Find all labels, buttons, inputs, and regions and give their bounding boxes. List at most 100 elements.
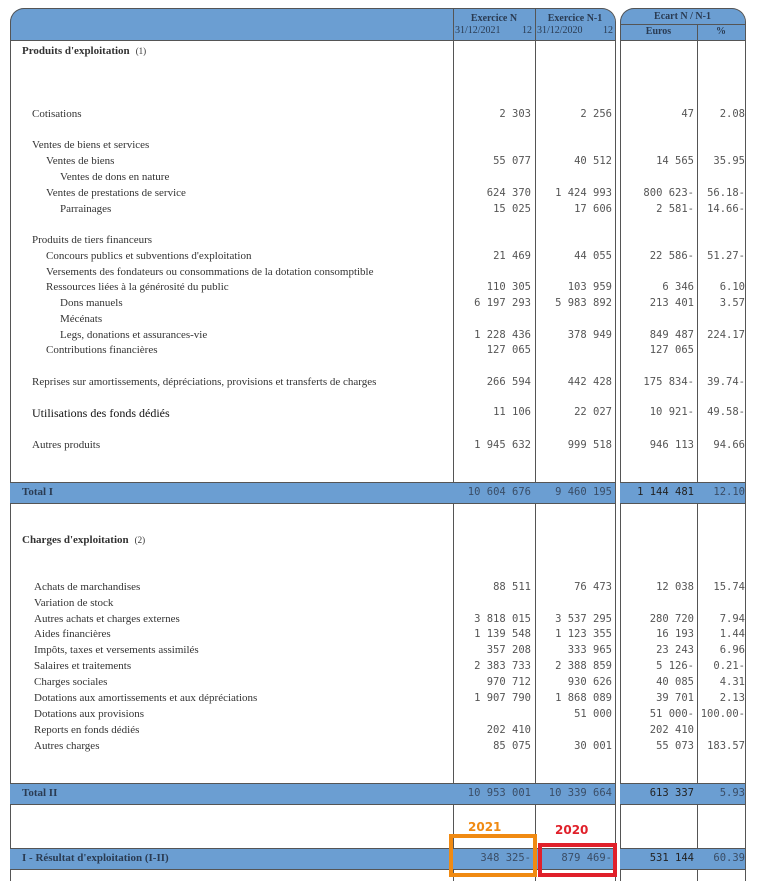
row-label: Ventes de prestations de service <box>46 187 186 199</box>
resultat-band-right <box>620 848 745 870</box>
resultat-exercice-n: 348 325- <box>480 852 531 864</box>
value-ecart-euros: 16 193 <box>656 628 694 640</box>
value-ecart-pct: 94.66 <box>713 439 745 451</box>
row-label: Reports en fonds dédiés <box>34 724 140 736</box>
total-2-ecart-euros: 613 337 <box>649 787 694 799</box>
resultat-band-left <box>10 848 615 870</box>
value-exercice-n1: 1 424 993 <box>555 187 612 199</box>
total-2-ecart-pct: 5.93 <box>719 787 745 799</box>
row-label: Contributions financières <box>46 344 158 356</box>
resultat-label: I - Résultat d'exploitation (I-II) <box>22 852 169 864</box>
value-ecart-pct: 51.27- <box>707 250 745 262</box>
value-ecart-euros: 47 <box>681 108 694 120</box>
section-note: (2) <box>134 535 146 545</box>
value-ecart-euros: 946 113 <box>649 439 694 451</box>
value-ecart-euros: 2 581- <box>656 203 694 215</box>
header-exercice-n-date: 31/12/2021 <box>455 25 501 36</box>
row-label: Autres achats et charges externes <box>34 613 180 625</box>
row-label: Impôts, taxes et versements assimilés <box>34 644 199 656</box>
column-divider <box>535 9 536 881</box>
value-exercice-n1: 44 055 <box>574 250 612 262</box>
total-2-exercice-n1: 10 339 664 <box>548 787 612 799</box>
value-ecart-euros: 6 346 <box>662 281 694 293</box>
total-2-band-right <box>620 783 745 805</box>
header-pct: % <box>716 26 726 37</box>
header-exercice-n1-date: 31/12/2020 <box>537 25 583 36</box>
value-exercice-n1: 333 965 <box>567 644 612 656</box>
header-exercice-n-months: 12 <box>522 25 532 36</box>
total-2-label: Total II <box>22 787 58 799</box>
value-ecart-pct: 35.95 <box>713 155 745 167</box>
value-exercice-n: 1 228 436 <box>474 329 531 341</box>
row-label: Ressources liées à la générosité du publ… <box>46 281 229 293</box>
row-label: Aides financières <box>34 628 111 640</box>
value-ecart-pct: 6.96 <box>719 644 745 656</box>
value-ecart-pct: 100.00- <box>700 708 745 720</box>
value-exercice-n: 266 594 <box>486 376 531 388</box>
value-exercice-n1: 5 983 892 <box>555 297 612 309</box>
annotation-2021: 2021 <box>468 820 502 834</box>
total-1-exercice-n: 10 604 676 <box>467 486 531 498</box>
value-ecart-pct: 0.21- <box>713 660 745 672</box>
value-exercice-n: 3 818 015 <box>474 613 531 625</box>
value-exercice-n1: 103 959 <box>567 281 612 293</box>
value-exercice-n: 21 469 <box>493 250 531 262</box>
value-ecart-pct: 183.57 <box>707 740 745 752</box>
value-ecart-euros: 127 065 <box>649 344 694 356</box>
value-ecart-euros: 202 410 <box>649 724 694 736</box>
row-label: Versements des fondateurs ou consommatio… <box>46 266 374 278</box>
total-1-ecart-euros: 1 144 481 <box>637 486 694 498</box>
value-ecart-euros: 213 401 <box>649 297 694 309</box>
resultat-exercice-n1: 879 469- <box>561 852 612 864</box>
row-label: Achats de marchandises <box>34 581 141 593</box>
value-ecart-euros: 40 085 <box>656 676 694 688</box>
section-title: Charges d'exploitation <box>22 534 129 546</box>
value-exercice-n: 202 410 <box>486 724 531 736</box>
section-produits-title: Produits d'exploitation (1) <box>22 45 146 57</box>
value-exercice-n: 1 945 632 <box>474 439 531 451</box>
annotation-2020: 2020 <box>555 823 589 837</box>
total-1-exercice-n1: 9 460 195 <box>555 486 612 498</box>
row-label: Variation de stock <box>34 597 114 609</box>
row-label: Dotations aux provisions <box>34 708 144 720</box>
value-exercice-n: 1 907 790 <box>474 692 531 704</box>
value-exercice-n1: 999 518 <box>567 439 612 451</box>
total-1-band-left <box>10 482 615 504</box>
header-euros: Euros <box>645 26 672 37</box>
left-header-band <box>10 8 615 41</box>
value-exercice-n: 15 025 <box>493 203 531 215</box>
value-ecart-euros: 175 834- <box>643 376 694 388</box>
value-ecart-euros: 22 586- <box>649 250 694 262</box>
header-exercice-n1-months: 12 <box>603 25 613 36</box>
resultat-ecart-pct: 60.39 <box>713 852 745 864</box>
value-ecart-euros: 14 565 <box>656 155 694 167</box>
value-exercice-n1: 1 123 355 <box>555 628 612 640</box>
value-ecart-pct: 4.31 <box>719 676 745 688</box>
value-exercice-n1: 3 537 295 <box>555 613 612 625</box>
value-exercice-n: 1 139 548 <box>474 628 531 640</box>
row-label: Ventes de biens <box>46 155 115 167</box>
value-ecart-euros: 280 720 <box>649 613 694 625</box>
value-exercice-n: 88 511 <box>493 581 531 593</box>
total-1-ecart-pct: 12.10 <box>713 486 745 498</box>
highlight-box-2020 <box>538 843 617 877</box>
value-exercice-n1: 17 606 <box>574 203 612 215</box>
value-ecart-pct: 2.13 <box>719 692 745 704</box>
value-ecart-euros: 849 487 <box>649 329 694 341</box>
header-divider <box>620 24 745 25</box>
column-divider <box>453 9 454 881</box>
value-ecart-euros: 12 038 <box>656 581 694 593</box>
row-label: Ventes de dons en nature <box>60 171 170 183</box>
row-label: Cotisations <box>32 108 82 120</box>
value-ecart-euros: 23 243 <box>656 644 694 656</box>
row-label: Dotations aux amortissements et aux dépr… <box>34 692 258 704</box>
value-ecart-pct: 49.58- <box>707 406 745 418</box>
ecart-table <box>620 8 746 881</box>
value-exercice-n: 2 383 733 <box>474 660 531 672</box>
row-label: Utilisations des fonds dédiés <box>32 406 170 420</box>
row-label: Dons manuels <box>60 297 123 309</box>
value-exercice-n: 624 370 <box>486 187 531 199</box>
value-exercice-n: 55 077 <box>493 155 531 167</box>
value-exercice-n: 357 208 <box>486 644 531 656</box>
value-exercice-n1: 30 001 <box>574 740 612 752</box>
